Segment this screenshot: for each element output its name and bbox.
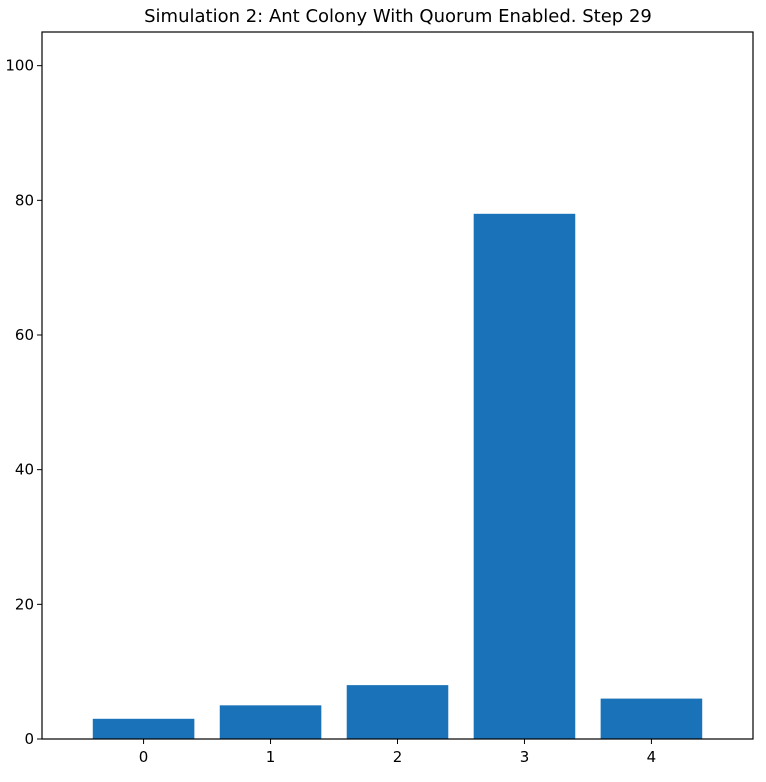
bar-2 [346, 685, 449, 739]
chart-title: Simulation 2: Ant Colony With Quorum Ena… [144, 6, 652, 27]
plot-frame [41, 31, 754, 740]
y-tick-label: 80 [15, 191, 34, 209]
x-axis: 0 1 2 3 4 [139, 739, 656, 766]
bars-group [92, 213, 703, 740]
y-axis: 0 20 40 60 80 100 [5, 57, 42, 748]
y-tick-label: 0 [24, 730, 34, 748]
x-tick-label: 3 [520, 748, 530, 766]
x-tick-label: 1 [266, 748, 276, 766]
x-tick-label: 2 [393, 748, 403, 766]
y-tick-label: 100 [5, 57, 34, 75]
y-tick-label: 60 [15, 326, 34, 344]
y-tick-label: 40 [15, 461, 34, 479]
bar-3 [473, 213, 576, 740]
y-tick-label: 20 [15, 595, 34, 613]
bar-0 [92, 718, 195, 739]
x-tick-label: 0 [139, 748, 149, 766]
bar-1 [219, 705, 322, 739]
x-tick-label: 4 [647, 748, 657, 766]
bar-4 [600, 698, 703, 739]
